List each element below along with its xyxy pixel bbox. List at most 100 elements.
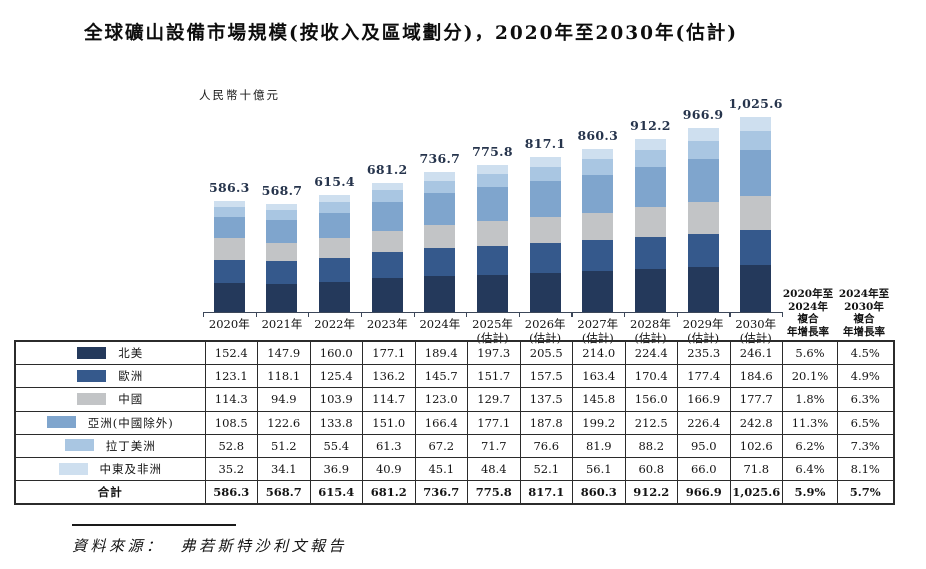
bar-segment-中東及非洲 — [477, 164, 508, 174]
bar-segment-中國 — [213, 237, 245, 260]
axis-tick — [518, 312, 520, 317]
bar-segment-亞洲(中國除外) — [319, 212, 351, 239]
bar-segment-中國 — [424, 224, 456, 249]
bar-total-label: 966.9 — [682, 107, 724, 123]
bar-total-label: 912.2 — [630, 117, 671, 133]
value-cell: 88.2 — [624, 433, 678, 458]
value-cell: 136.2 — [362, 364, 416, 389]
value-cell: 187.8 — [519, 410, 573, 435]
legend-swatch — [77, 369, 107, 382]
bar-segment-亞洲(中國除外) — [477, 187, 508, 222]
value-cell: 147.9 — [257, 340, 311, 366]
bar-segment-中東及非洲 — [424, 172, 456, 181]
total-value-cell: 817.1 — [519, 480, 573, 505]
value-cell: 71.7 — [467, 433, 521, 458]
bar-total-label: 860.3 — [577, 127, 619, 143]
source-divider — [72, 524, 236, 526]
value-cell: 103.9 — [309, 387, 363, 412]
bar-segment-中東及非洲 — [266, 203, 298, 211]
table-row: 中國 114.3 94.9 103.9 114.7 123.0 129.7 137.5 145.… — [14, 387, 894, 412]
page-title: 全球礦山設備市場規模(按收入及區域劃分)，2020年至2030年(估計) — [84, 23, 738, 44]
value-cell: 102.6 — [729, 433, 783, 458]
bar-segment-亞洲(中國除外) — [213, 217, 245, 238]
value-cell: 246.1 — [729, 340, 783, 366]
value-cell: 40.9 — [362, 456, 416, 482]
bar-segment-中國 — [529, 216, 561, 244]
bar-segment-歐洲 — [477, 245, 508, 275]
bar-segment-亞洲(中國除外) — [687, 158, 719, 202]
value-cell: 108.5 — [204, 410, 258, 435]
bar-segment-中東及非洲 — [582, 148, 614, 160]
bar-segment-拉丁美洲 — [424, 180, 456, 194]
value-cell: 118.1 — [257, 364, 311, 389]
bar-segment-歐洲 — [634, 237, 666, 270]
total-cagr-cell: 5.9% — [782, 480, 838, 505]
value-cell: 137.5 — [519, 387, 573, 412]
value-cell: 81.9 — [572, 433, 626, 458]
value-cell: 52.1 — [519, 456, 573, 482]
axis-tick — [782, 312, 784, 317]
value-cell: 52.8 — [204, 433, 258, 458]
stacked-bar-2024年 — [424, 172, 456, 312]
value-cell: 123.0 — [414, 387, 468, 412]
value-cell: 71.8 — [729, 456, 783, 482]
value-cell: 76.6 — [519, 433, 573, 458]
bar-segment-拉丁美洲 — [740, 130, 772, 151]
bar-segment-歐洲 — [687, 233, 719, 268]
value-cell: 184.6 — [729, 364, 783, 389]
bar-segment-亞洲(中國除外) — [740, 150, 772, 197]
x-axis-label: 2020年 — [208, 317, 250, 331]
value-cell: 66.0 — [677, 456, 731, 482]
bar-total-label: 586.3 — [209, 179, 250, 195]
bar-segment-北美 — [213, 283, 245, 312]
bar-segment-拉丁美洲 — [634, 150, 666, 167]
total-value-cell: 681.2 — [362, 480, 416, 505]
bar-segment-歐洲 — [740, 230, 772, 266]
axis-tick — [624, 312, 626, 317]
value-cell: 214.0 — [572, 340, 626, 366]
data-table: 北美 152.4 147.9 160.0 177.1 189.4 197.3 205.5 214… — [14, 340, 895, 506]
bar-segment-亞洲(中國除外) — [634, 167, 666, 208]
stacked-bar-2028年 — [634, 138, 666, 312]
bar-segment-歐洲 — [582, 240, 614, 272]
total-cagr-cell: 5.7% — [837, 480, 894, 505]
value-cell: 242.8 — [729, 410, 783, 435]
bar-segment-中國 — [582, 212, 614, 241]
bar-segment-亞洲(中國除外) — [266, 220, 298, 244]
stacked-bar-2030年 — [740, 117, 772, 312]
axis-tick — [676, 312, 678, 317]
bar-segment-北美 — [424, 276, 456, 312]
bar-segment-北美 — [634, 269, 666, 312]
region-cell: 中東及非洲 — [14, 456, 206, 482]
table-row: 亞洲(中國除外) 108.5 122.6 133.8 151.0 166.4 177.1 18… — [14, 410, 894, 435]
axis-tick — [360, 312, 363, 317]
total-value-cell: 912.2 — [624, 480, 678, 505]
stacked-bar-2021年 — [266, 203, 298, 312]
value-cell: 156.0 — [624, 387, 678, 412]
bar-segment-中國 — [687, 201, 719, 234]
value-cell: 55.4 — [309, 433, 363, 458]
bar-segment-中國 — [319, 238, 351, 258]
bar-total-label: 568.7 — [261, 182, 303, 198]
value-cell: 163.4 — [572, 364, 626, 389]
stacked-bar-2026年 — [529, 156, 561, 312]
legend-swatch — [77, 346, 107, 359]
value-cell: 205.5 — [519, 340, 573, 366]
value-cell: 177.7 — [729, 387, 783, 412]
bar-total-label: 1,025.6 — [728, 96, 783, 112]
cagr-2024-2030-cell: 8.1% — [837, 456, 894, 482]
value-cell: 133.8 — [309, 410, 363, 435]
stacked-bar-2025年 — [477, 164, 508, 312]
value-cell: 177.4 — [677, 364, 731, 389]
total-value-cell: 860.3 — [572, 480, 626, 505]
bar-segment-歐洲 — [371, 252, 403, 279]
value-cell: 129.7 — [467, 387, 521, 412]
total-value-cell: 1,025.6 — [729, 480, 783, 505]
cagr-2020-2024-cell: 20.1% — [782, 364, 838, 389]
x-axis-labels: 2020年 2021年 2022年 2023年 2024年 2025年 (估計) 2026年(… — [203, 317, 782, 345]
value-cell: 166.4 — [414, 410, 468, 435]
region-cell: 北美 — [14, 340, 206, 366]
value-cell: 94.9 — [257, 387, 311, 412]
x-axis-label: 2022年 — [314, 317, 355, 331]
bar-segment-中東及非洲 — [529, 156, 561, 167]
